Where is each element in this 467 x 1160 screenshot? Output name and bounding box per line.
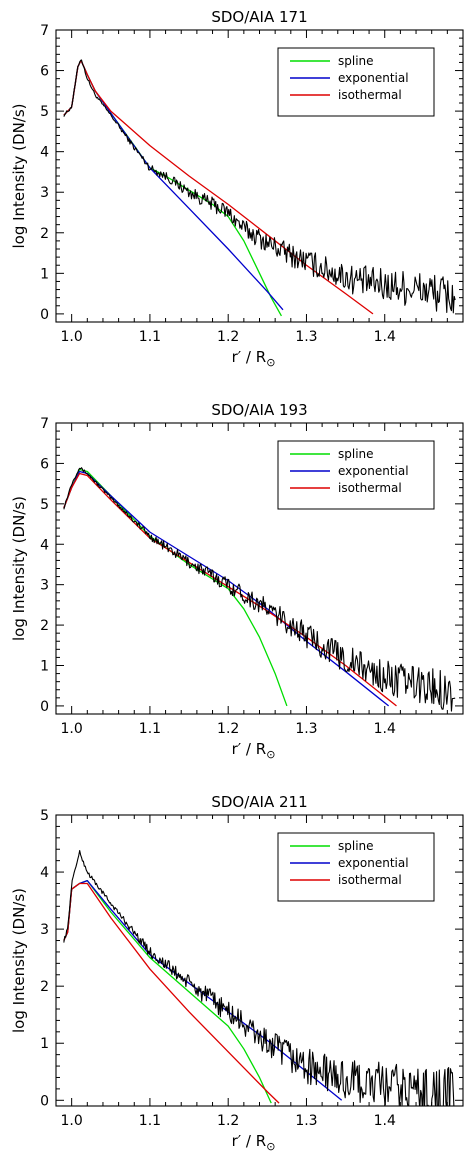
x-tick-label: 1.0 (61, 1113, 83, 1129)
chart-title: SDO/AIA 193 (211, 401, 307, 419)
legend-box (277, 440, 435, 510)
legend-box (277, 832, 435, 902)
y-tick-label: 3 (40, 185, 49, 201)
x-tick-label: 1.3 (295, 721, 317, 737)
x-axis-label-main: r′ / R (232, 740, 267, 758)
x-tick-label: 1.4 (374, 329, 396, 345)
y-tick-label: 5 (40, 497, 49, 513)
panel-aia-211: SDO/AIA 211 1.0 1.1 1.2 1.3 1.4 0 1 2 3 4 5 r′ / R⊙ l… (10, 793, 464, 1153)
y-tick-label: 6 (40, 64, 49, 80)
x-tick-label: 1.4 (374, 1113, 396, 1129)
y-axis-label: log Intensity (DN/s) (10, 888, 28, 1033)
panel-aia-171: SDO/AIA 171 1.0 1.1 1.2 1.3 1.4 0 1 2 3 4 5 6 7 r′ / R… (10, 8, 464, 369)
y-tick-label: 1 (40, 1036, 49, 1052)
legend-label-exponential: exponential (338, 71, 409, 85)
x-axis-label-sub: ⊙ (266, 748, 275, 761)
y-tick-label: 3 (40, 578, 49, 594)
chart-title: SDO/AIA 211 (211, 793, 307, 811)
x-tick-label: 1.1 (139, 721, 161, 737)
y-axis-label: log Intensity (DN/s) (10, 496, 28, 641)
x-axis-label-main: r′ / R (232, 1132, 267, 1150)
x-tick-label: 1.4 (374, 721, 396, 737)
y-tick-label: 2 (40, 618, 49, 634)
y-tick-label: 2 (40, 979, 49, 995)
x-axis-label: r′ / R⊙ (232, 740, 276, 761)
y-tick-label: 2 (40, 226, 49, 242)
y-tick-label: 5 (40, 104, 49, 120)
x-tick-label: 1.3 (295, 329, 317, 345)
x-axis-label: r′ / R⊙ (232, 348, 276, 369)
legend-label-isothermal: isothermal (338, 481, 402, 495)
legend-box (277, 47, 435, 117)
series-line-exponential (63, 879, 343, 1101)
y-tick-label: 0 (40, 699, 49, 715)
series-line-isothermal (63, 882, 280, 1104)
y-tick-label: 5 (40, 808, 49, 824)
legend-label-isothermal: isothermal (338, 873, 402, 887)
series-line-spline (63, 468, 288, 707)
legend-label-spline: spline (338, 54, 374, 68)
y-tick-label: 3 (40, 922, 49, 938)
x-tick-label: 1.1 (139, 1113, 161, 1129)
series-line-spline (63, 59, 282, 317)
y-tick-label: 1 (40, 266, 49, 282)
series-line-observed (63, 849, 455, 1106)
legend-label-spline: spline (338, 839, 374, 853)
x-tick-label: 1.0 (61, 329, 83, 345)
legend-label-exponential: exponential (338, 856, 409, 870)
plot-area (63, 467, 456, 712)
x-tick-label: 1.2 (217, 1113, 239, 1129)
series-line-spline (63, 879, 272, 1104)
legend-label-spline: spline (338, 447, 374, 461)
x-tick-label: 1.0 (61, 721, 83, 737)
plot-area (63, 849, 455, 1106)
series-line-observed (63, 467, 456, 712)
legend-label-exponential: exponential (338, 464, 409, 478)
legend-label-isothermal: isothermal (338, 88, 402, 102)
y-tick-label: 0 (40, 307, 49, 323)
series-line-observed (63, 59, 456, 314)
y-axis-label: log Intensity (DN/s) (10, 103, 28, 248)
y-tick-label: 4 (40, 865, 49, 881)
x-tick-label: 1.2 (217, 329, 239, 345)
panel-aia-193: SDO/AIA 193 1.0 1.1 1.2 1.3 1.4 0 1 2 3 4 5 6 7 r′ / R… (10, 401, 464, 761)
y-tick-label: 6 (40, 456, 49, 472)
x-axis-label: r′ / R⊙ (232, 1132, 276, 1153)
y-tick-label: 0 (40, 1093, 49, 1109)
chart-title: SDO/AIA 171 (211, 8, 307, 26)
x-tick-label: 1.2 (217, 721, 239, 737)
x-tick-label: 1.1 (139, 329, 161, 345)
y-tick-label: 7 (40, 416, 49, 432)
plot-area (63, 59, 456, 317)
x-axis-label-sub: ⊙ (266, 1140, 275, 1153)
y-tick-label: 4 (40, 537, 49, 553)
x-axis-label-sub: ⊙ (266, 356, 275, 369)
x-tick-label: 1.3 (295, 1113, 317, 1129)
x-axis-label-main: r′ / R (232, 348, 267, 366)
y-tick-label: 7 (40, 23, 49, 39)
y-tick-label: 1 (40, 659, 49, 675)
y-tick-label: 4 (40, 145, 49, 161)
